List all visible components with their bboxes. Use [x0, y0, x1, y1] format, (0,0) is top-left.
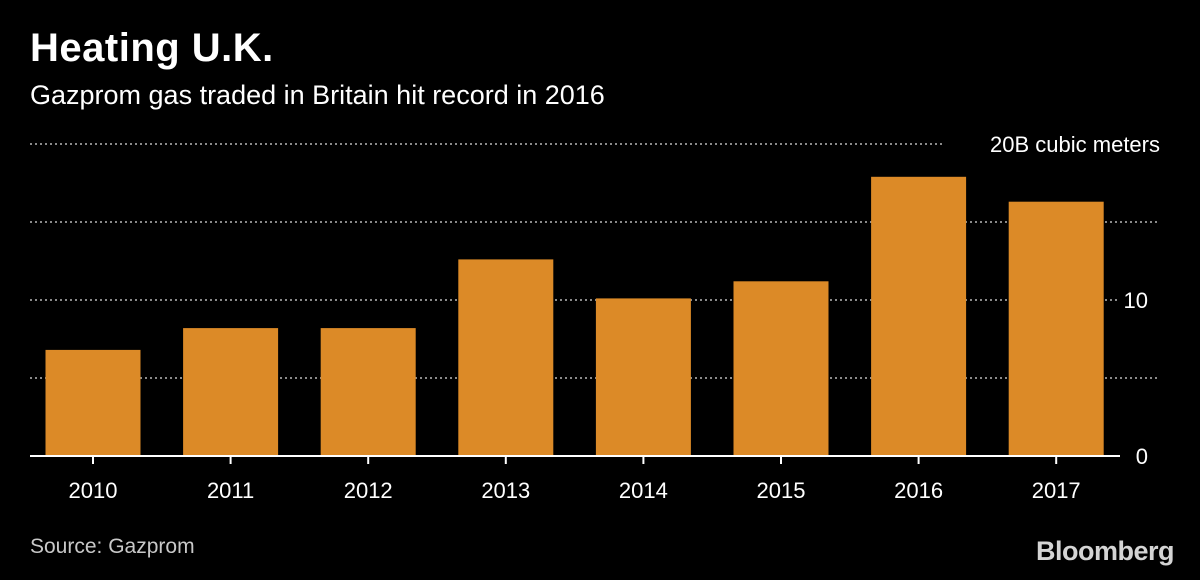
bar-2016	[871, 176, 967, 457]
y-tick-label-10: 10	[1124, 288, 1148, 313]
bar-2017	[1008, 201, 1104, 456]
bar-2014	[595, 298, 691, 456]
x-tick-label-2015: 2015	[757, 478, 806, 503]
x-tick-label-2016: 2016	[894, 478, 943, 503]
chart-title: Heating U.K.	[30, 26, 274, 70]
bar-chart: 10 20B cubic meters 0 2010 2011 2012 2013 2014…	[30, 132, 1160, 503]
bar-2012	[320, 328, 416, 456]
x-tick-label-2010: 2010	[69, 478, 118, 503]
chart-subtitle: Gazprom gas traded in Britain hit record…	[30, 80, 605, 110]
bloomberg-logo: Bloomberg	[1035, 536, 1175, 566]
x-tick-label-2017: 2017	[1032, 478, 1081, 503]
bar-2010	[45, 349, 141, 456]
bar-2013	[458, 259, 554, 456]
bar-2015	[733, 281, 829, 456]
gridlines	[30, 143, 1160, 379]
y-tick-label-0: 0	[1136, 444, 1148, 469]
source-note: Source: Gazprom	[30, 535, 195, 558]
x-tick-label-2013: 2013	[481, 478, 530, 503]
y-tick-label-20: 20B cubic meters	[990, 132, 1160, 157]
x-tick-label-2011: 2011	[207, 478, 254, 503]
y-axis-labels: 10 20B cubic meters 0	[990, 132, 1160, 469]
x-axis	[30, 455, 1120, 464]
bars	[45, 176, 1104, 457]
x-tick-label-2012: 2012	[344, 478, 393, 503]
x-tick-label-2014: 2014	[619, 478, 668, 503]
x-axis-labels: 2010 2011 2012 2013 2014 2015 2016 2017	[69, 478, 1081, 503]
bar-2011	[183, 328, 279, 456]
